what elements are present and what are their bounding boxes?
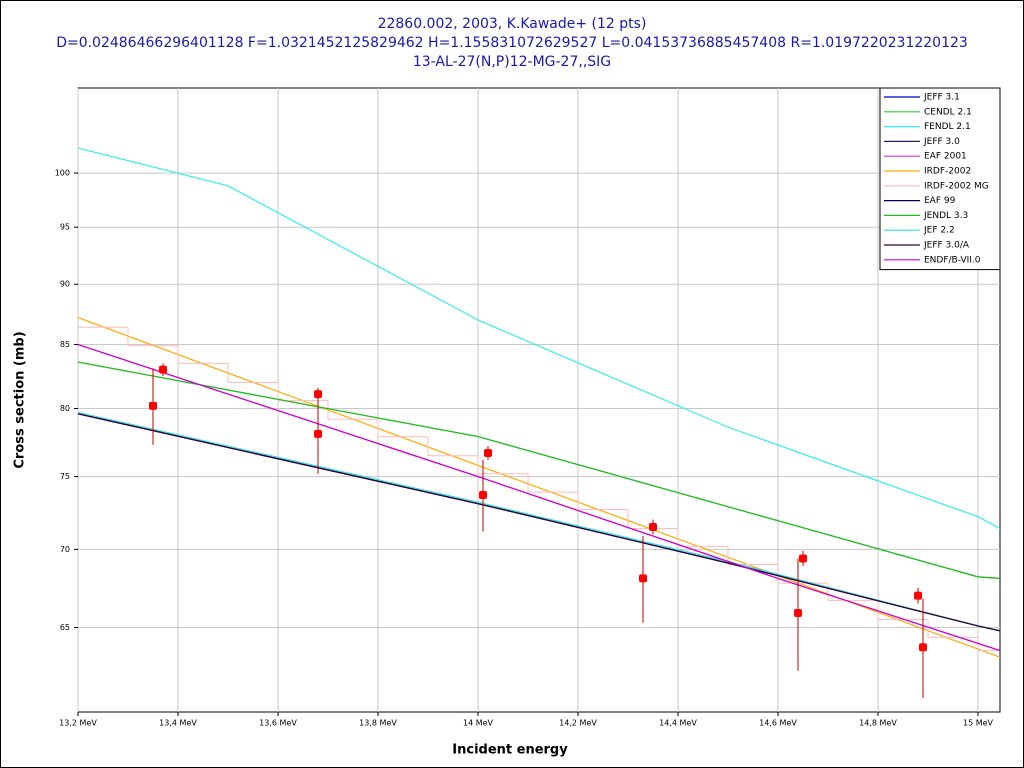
series-line: [77, 343, 1001, 652]
series-line: [77, 361, 1001, 580]
series-line: [77, 147, 1001, 530]
data-point: [159, 365, 167, 374]
data-point: [914, 591, 922, 600]
legend-label: IRDF-2002: [924, 167, 971, 177]
legend-label: EAF 2001: [924, 152, 967, 162]
y-tick-label: 95: [60, 223, 70, 232]
step-segment: [427, 436, 478, 457]
x-tick-label: 14,4 MeV: [659, 719, 697, 728]
legend-label: FENDL 2.1: [924, 122, 971, 132]
y-tick-label: 80: [60, 404, 70, 413]
step-segment: [827, 583, 878, 601]
legend-label: CENDL 2.1: [924, 107, 972, 117]
y-tick-label: 100: [55, 169, 70, 178]
x-tick-label: 13,8 MeV: [359, 719, 397, 728]
step-segment: [977, 637, 1000, 652]
x-tick-label: 13,2 MeV: [59, 719, 97, 728]
series-line: [77, 413, 1001, 632]
legend-label: EAF 99: [924, 196, 956, 206]
step-segment: [477, 455, 528, 475]
y-axis-label: Cross section (mb): [13, 331, 28, 468]
data-point: [794, 609, 802, 618]
legend-label: JEF 2.2: [923, 226, 955, 236]
data-point: [314, 429, 322, 438]
x-tick-label: 14,8 MeV: [859, 719, 897, 728]
y-tick-label: 75: [60, 472, 70, 481]
title: 22860.002, 2003, K.Kawade+ (12 pts): [378, 16, 647, 32]
x-tick-label: 13,4 MeV: [159, 719, 197, 728]
subtitle: D=0.02486466296401128 F=1.03214521258294…: [56, 35, 968, 51]
legend-label: JENDL 3.3: [923, 211, 968, 221]
step-segment: [127, 327, 178, 347]
legend-box: [879, 87, 1001, 271]
legend-label: ENDF/B-VII.0: [924, 255, 981, 265]
step-segment: [377, 419, 428, 438]
step-segment: [177, 345, 228, 364]
legend-label: IRDF-2002 MG: [924, 181, 989, 191]
step-segment: [277, 382, 328, 402]
reaction: 13-AL-27(N,P)12-MG-27,,SIG: [413, 54, 611, 70]
data-point: [149, 401, 157, 410]
step-segment: [727, 546, 778, 566]
step-segment: [677, 528, 728, 547]
y-tick-label: 65: [60, 623, 70, 632]
data-point: [639, 574, 647, 583]
x-tick-label: 14 MeV: [463, 719, 494, 728]
y-tick-label: 90: [60, 280, 70, 289]
data-point: [484, 448, 492, 457]
step-segment: [577, 492, 628, 510]
data-point: [479, 491, 487, 500]
data-point: [919, 643, 927, 652]
x-axis-label: Incident energy: [452, 743, 568, 758]
legend-label: JEFF 3.0/A: [923, 241, 970, 251]
legend-label: JEFF 3.0: [923, 137, 960, 147]
x-tick-label: 13,6 MeV: [259, 719, 297, 728]
y-tick-label: 70: [60, 545, 70, 554]
plot-area: [77, 87, 1001, 713]
x-tick-label: 15 MeV: [963, 719, 994, 728]
step-segment: [877, 600, 928, 620]
data-point: [649, 523, 657, 532]
step-segment: [527, 473, 578, 493]
step-segment: [627, 509, 678, 529]
data-point: [314, 390, 322, 399]
step-segment: [327, 400, 378, 420]
step-segment: [227, 363, 278, 383]
y-tick-label: 85: [60, 340, 70, 349]
legend-label: JEFF 3.1: [923, 93, 960, 103]
x-tick-label: 14,2 MeV: [559, 719, 597, 728]
x-tick-label: 14,6 MeV: [759, 719, 797, 728]
data-point: [799, 554, 807, 563]
